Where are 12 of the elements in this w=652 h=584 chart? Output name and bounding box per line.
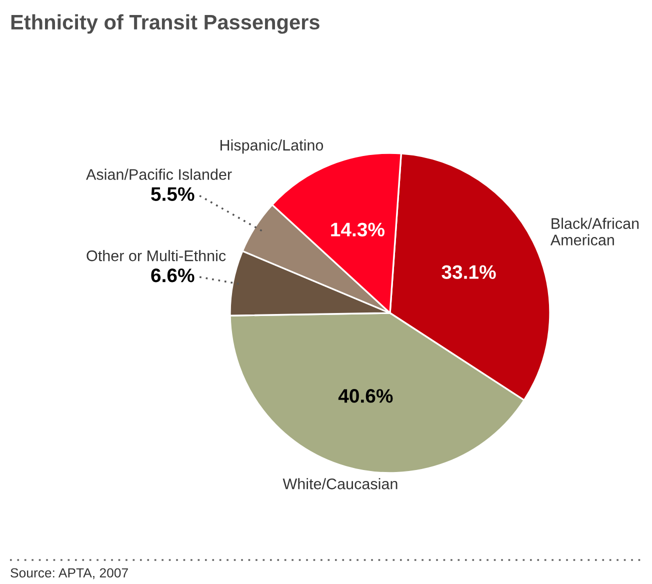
data-label: 40.6% xyxy=(338,389,393,403)
data-label: 14.3% xyxy=(331,222,384,236)
slice-label: Hispanic/Latino xyxy=(220,139,324,154)
slice-label: Black/African American xyxy=(550,218,639,246)
slice-label: White/Caucasian xyxy=(282,478,398,490)
chart-title: Ethnicity of Transit Passengers xyxy=(11,14,320,34)
data-label: 6.6% xyxy=(151,268,194,282)
slice-label: Other or Multi-Ethnic xyxy=(86,250,226,262)
data-label: 33.1% xyxy=(442,265,496,280)
slice-label: Asian/Pacific Islander xyxy=(86,168,232,180)
source-note: Source: APTA, 2007 xyxy=(10,568,128,580)
data-label: 5.5% xyxy=(151,187,194,201)
